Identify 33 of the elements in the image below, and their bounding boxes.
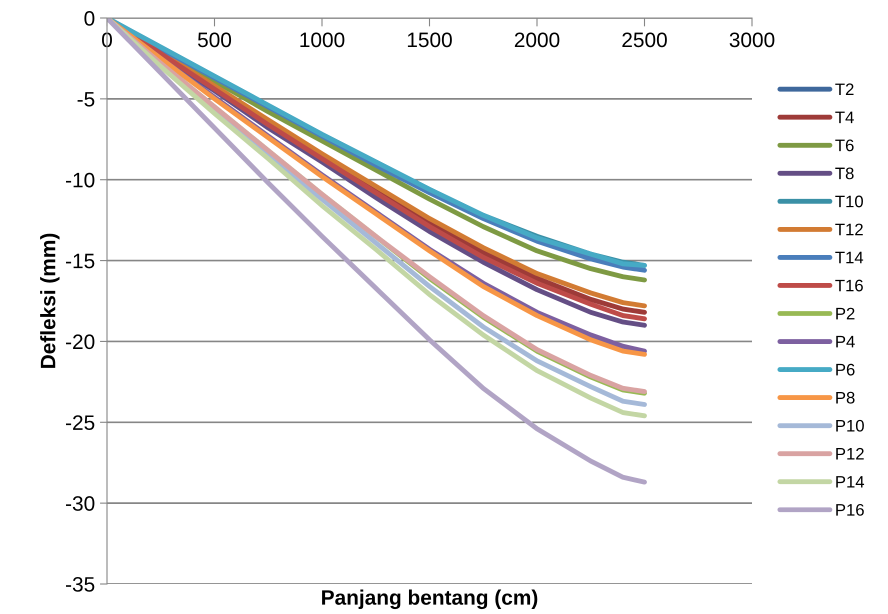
legend-label: T8 — [835, 168, 854, 180]
legend-label: T10 — [835, 196, 863, 208]
y-tick-label: -20 — [66, 334, 94, 350]
legend-label: T16 — [835, 280, 863, 292]
x-tick-label: 2000 — [514, 32, 560, 48]
legend-label: T14 — [835, 252, 864, 264]
legend-label: T6 — [835, 139, 854, 152]
x-tick-label: 3000 — [730, 32, 774, 48]
y-axis-title: Defleksi (mm) — [40, 234, 60, 368]
legend-label: P6 — [836, 364, 855, 376]
y-tick-label: -10 — [66, 172, 94, 188]
legend-label: T12 — [835, 224, 863, 236]
y-tick-label: -35 — [66, 577, 94, 592]
x-tick-label: 2500 — [622, 32, 667, 48]
legend-label: P12 — [836, 448, 864, 460]
legend-label: P2 — [836, 308, 854, 320]
y-tick-label: 0 — [84, 11, 94, 26]
legend-label: P14 — [836, 476, 864, 488]
legend-label: T2 — [835, 83, 854, 96]
legend-label: P10 — [836, 420, 864, 432]
y-tick-label: -30 — [66, 496, 94, 511]
y-tick-label: -15 — [66, 254, 94, 268]
x-tick-label: 0 — [102, 32, 112, 48]
legend-label: T4 — [835, 112, 854, 124]
y-tick-label: -25 — [66, 415, 94, 430]
y-tick-label: -5 — [78, 92, 94, 107]
x-tick-label: 1000 — [300, 32, 344, 48]
x-axis-title: Panjang bentang (cm) — [322, 590, 538, 610]
legend-label: P8 — [836, 392, 855, 404]
x-tick-label: 1500 — [408, 32, 452, 48]
x-tick-label: 500 — [198, 32, 232, 48]
legend-label: P4 — [836, 336, 855, 348]
legend-label: P16 — [836, 504, 864, 516]
